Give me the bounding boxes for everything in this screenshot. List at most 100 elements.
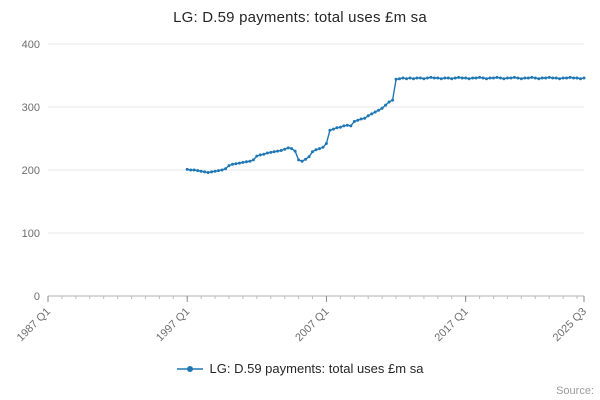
data-point (422, 77, 426, 81)
data-point (478, 75, 482, 79)
data-point (234, 162, 238, 166)
data-point (311, 150, 314, 154)
data-point (460, 76, 464, 80)
data-point (492, 76, 495, 80)
data-point (474, 76, 478, 80)
data-point (523, 76, 527, 80)
data-point (279, 149, 283, 152)
legend-line-icon (176, 365, 203, 372)
data-point (349, 124, 353, 128)
data-point (366, 114, 370, 118)
data-point (495, 75, 499, 79)
data-point (582, 76, 586, 80)
data-point (443, 76, 447, 80)
data-point (231, 162, 234, 166)
legend-item[interactable]: LG: D.59 payments: total uses £m sa (0, 361, 600, 376)
data-point (318, 147, 321, 151)
data-point (401, 76, 405, 80)
data-point (505, 76, 509, 80)
data-point (579, 77, 582, 81)
data-point (290, 147, 294, 151)
source-label: Source: (556, 385, 594, 397)
data-point (244, 160, 248, 164)
data-point (471, 76, 475, 80)
data-point (408, 76, 412, 80)
data-point (314, 148, 318, 152)
data-point (533, 76, 537, 80)
data-point (342, 124, 346, 128)
data-point (551, 76, 555, 80)
data-point (502, 77, 506, 81)
data-point (297, 158, 301, 162)
data-point (432, 76, 436, 80)
data-point (554, 76, 558, 80)
data-point (213, 169, 217, 173)
data-point (269, 150, 273, 154)
data-point (237, 161, 241, 165)
data-point (356, 118, 360, 122)
data-point (224, 167, 227, 171)
data-point (519, 77, 523, 81)
data-point (265, 151, 269, 155)
data-point (568, 75, 572, 79)
data-point (450, 77, 454, 81)
data-point (338, 125, 342, 129)
data-point (530, 75, 534, 79)
data-point (394, 77, 398, 81)
data-point (206, 171, 210, 174)
data-point (300, 159, 304, 163)
data-point (283, 147, 287, 151)
data-point (429, 75, 433, 79)
data-point (565, 76, 569, 80)
data-point (196, 169, 200, 173)
data-point (324, 142, 328, 145)
data-point (220, 168, 224, 172)
chart-title: LG: D.59 payments: total uses £m sa (173, 9, 427, 26)
data-point (248, 159, 252, 163)
data-point (398, 77, 401, 81)
data-point (575, 76, 579, 80)
data-point (547, 75, 551, 79)
data-point (512, 75, 516, 79)
data-point (328, 128, 332, 132)
data-point (293, 149, 297, 153)
data-point (544, 76, 548, 80)
data-point (189, 168, 193, 172)
data-point (352, 120, 356, 123)
x-tick-label: 2007 Q1 (293, 306, 331, 344)
data-point (540, 76, 544, 80)
data-point (258, 153, 262, 157)
data-point (210, 170, 214, 174)
data-point (384, 103, 388, 107)
data-point (446, 76, 450, 80)
x-tick-label: 1997 Q1 (154, 306, 192, 344)
x-tick-label: 2025 Q3 (551, 306, 589, 344)
data-point (412, 77, 415, 81)
data-point (321, 145, 325, 149)
data-point (251, 158, 255, 162)
line-chart[interactable]: 0 100 200 300 400 1987 Q1 1997 Q1 2007 Q1 2017 Q… (0, 30, 600, 346)
data-point (377, 108, 381, 112)
data-point (345, 123, 349, 127)
legend-label: LG: D.59 payments: total uses £m sa (209, 361, 424, 376)
data-point (526, 76, 530, 80)
data-point (262, 152, 266, 156)
data-point (499, 76, 502, 80)
data-point (359, 117, 363, 121)
data-point (481, 76, 485, 80)
data-point (464, 76, 468, 80)
y-tick-label: 200 (22, 165, 40, 177)
x-tick-label: 2017 Q1 (432, 306, 470, 344)
data-point (439, 77, 443, 81)
x-tick-label: 1987 Q1 (15, 306, 53, 344)
data-point (488, 76, 492, 80)
data-point (516, 76, 520, 80)
data-point (387, 100, 391, 104)
data-point (453, 76, 457, 80)
data-point (509, 76, 513, 80)
data-point (331, 127, 335, 131)
y-tick-label: 300 (22, 102, 40, 114)
data-point (537, 77, 541, 81)
data-point (272, 150, 276, 154)
